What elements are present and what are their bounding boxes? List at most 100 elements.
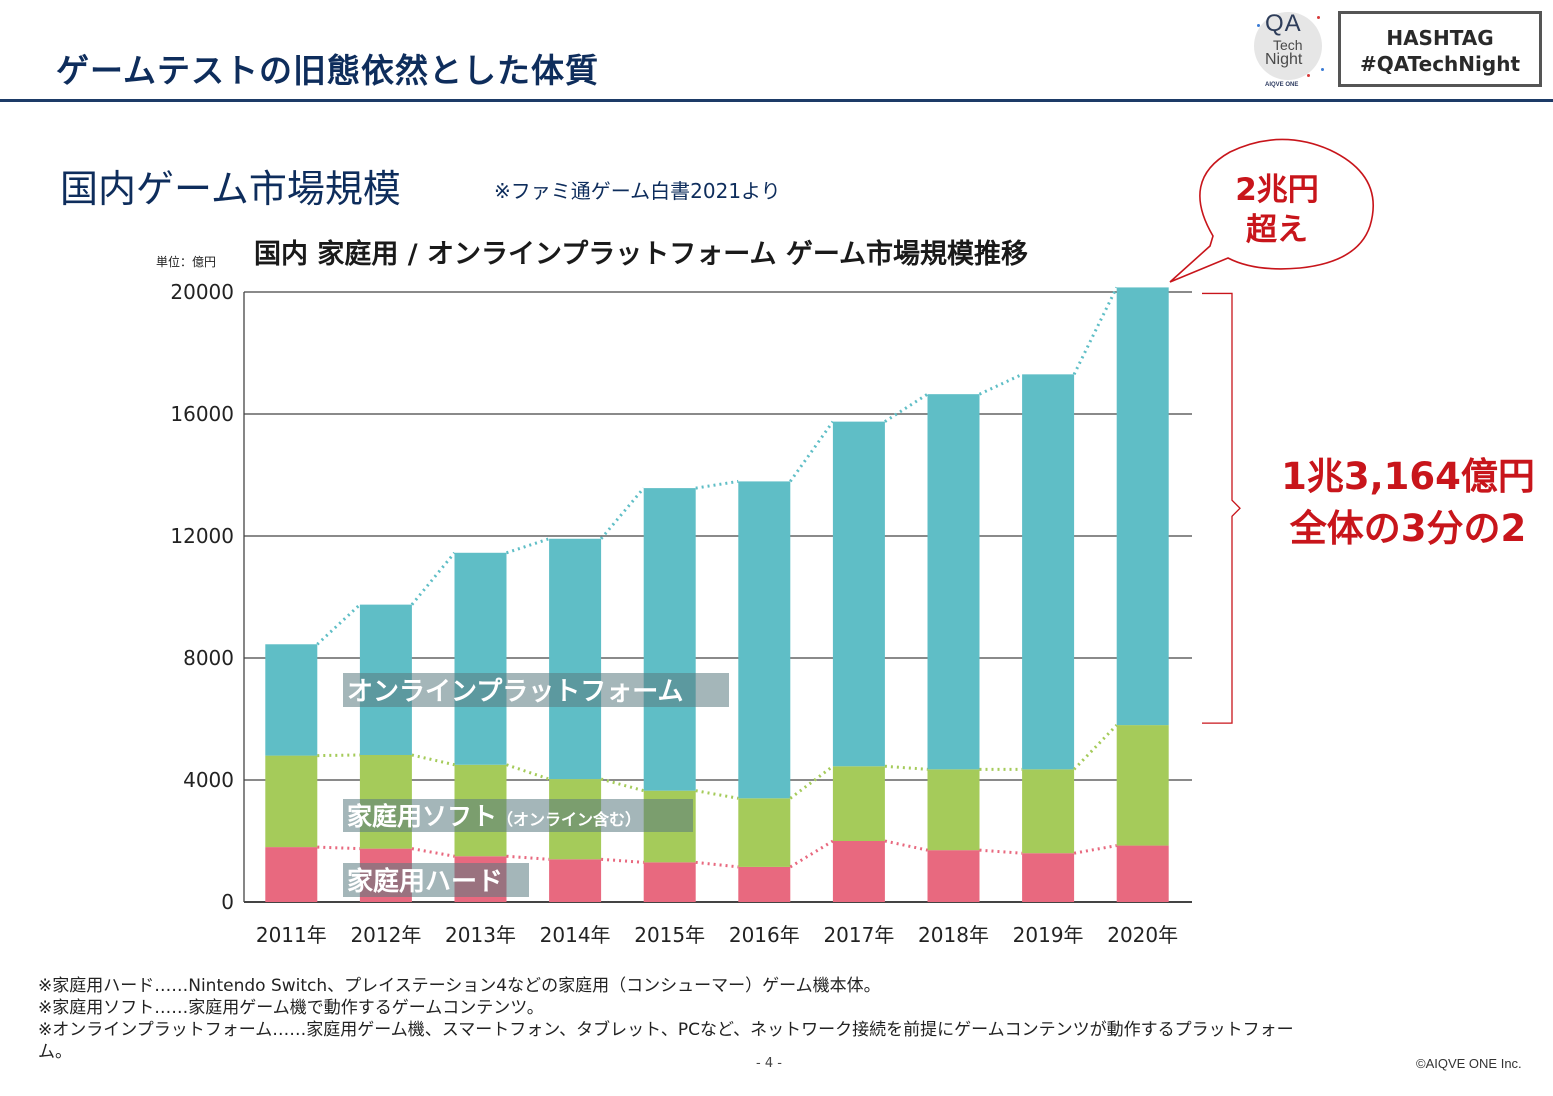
- series-connector: [789, 420, 835, 483]
- speech-bubble-icon: [1169, 138, 1374, 283]
- series-label-bg: [343, 799, 693, 832]
- series-label-suffix: （オンライン含む）: [497, 810, 641, 829]
- x-tick-label: 2014年: [540, 923, 611, 947]
- logo-text-night: Night: [1265, 51, 1303, 68]
- bar-segment: [1022, 374, 1075, 770]
- footnote-online-cont: ム。: [38, 1042, 72, 1062]
- y-tick-label: 16000: [170, 402, 234, 426]
- copyright: ©AIQVE ONE Inc.: [1416, 1056, 1522, 1071]
- title-divider: [0, 99, 1553, 102]
- series-connector: [884, 392, 929, 423]
- series-connector: [411, 847, 455, 858]
- series-connector: [600, 857, 644, 864]
- qa-tech-night-logo: QA Tech Night AIQVE ONE: [1251, 10, 1333, 92]
- x-tick-label: 2016年: [729, 923, 800, 947]
- series-connector: [884, 764, 928, 771]
- x-tick-label: 2012年: [350, 923, 421, 947]
- bar-segment: [738, 798, 791, 867]
- hashtag-box: HASHTAG #QATechNight: [1338, 11, 1542, 87]
- y-tick-label: 4000: [183, 768, 234, 792]
- hashtag-value: #QATechNight: [1359, 52, 1521, 76]
- y-tick-label: 0: [221, 890, 234, 914]
- chart-title: 国内 家庭用 / オンラインプラットフォーム ゲーム市場規模推移: [254, 239, 1029, 270]
- bar-segment: [1116, 287, 1169, 726]
- x-tick-label: 2017年: [823, 923, 894, 947]
- bubble-text-line2: 超え: [1246, 212, 1308, 248]
- x-tick-label: 2020年: [1107, 923, 1178, 947]
- footnote-hardware: ※家庭用ハード……Nintendo Switch、プレイステーション4などの家庭…: [38, 976, 881, 996]
- series-connector: [410, 551, 456, 606]
- logo-text-tech: Tech: [1273, 37, 1303, 53]
- bar-segment: [549, 859, 602, 902]
- bar-segment: [454, 552, 507, 765]
- bar-segment: [1116, 725, 1169, 846]
- slide-title: ゲームテストの旧態依然とした体質: [56, 51, 600, 90]
- bar-segment: [927, 850, 980, 902]
- x-tick-label: 2019年: [1013, 923, 1084, 947]
- section-title: 国内ゲーム市場規模: [60, 167, 401, 211]
- chart-unit-label: 単位：億円: [156, 255, 217, 269]
- brace-annotation-line1: 1兆3,164億円: [1281, 455, 1535, 498]
- bar-segment: [643, 862, 696, 902]
- logo-background-icon: [1254, 12, 1322, 80]
- bar-segment: [832, 421, 885, 767]
- y-tick-label: 12000: [170, 524, 234, 548]
- series-connector: [789, 765, 834, 800]
- logo-dot-icon: [1257, 24, 1260, 27]
- x-tick-label: 2011年: [256, 923, 327, 947]
- y-tick-label: 20000: [170, 280, 234, 304]
- bar-segment: [832, 841, 885, 902]
- bar-segment: [549, 538, 602, 780]
- series-connector: [1072, 286, 1119, 376]
- series-connector: [695, 479, 739, 490]
- y-tick-label: 8000: [183, 646, 234, 670]
- series-connector: [317, 845, 360, 851]
- series-label: 家庭用ハード: [347, 866, 503, 897]
- bar-segment: [927, 394, 980, 770]
- logo-text-qa: QA: [1265, 10, 1302, 37]
- footnote-software: ※家庭用ソフト……家庭用ゲーム機で動作するゲームコンテンツ。: [38, 998, 544, 1018]
- bar-segment: [738, 481, 791, 799]
- brace-icon: [1202, 292, 1241, 724]
- series-connector: [1073, 844, 1117, 855]
- bar-segment: [832, 766, 885, 841]
- series-connector: [978, 372, 1023, 396]
- bar-segment: [265, 644, 318, 756]
- series-connector: [1073, 724, 1118, 771]
- x-tick-label: 2015年: [634, 923, 705, 947]
- logo-text-sub: AIQVE ONE: [1265, 82, 1299, 88]
- series-connector: [599, 487, 645, 540]
- series-connector: [979, 848, 1023, 855]
- bar-segment: [1022, 769, 1075, 854]
- footnotes: ※家庭用ハード……Nintendo Switch、プレイステーション4などの家庭…: [38, 975, 1508, 1063]
- page-number: - 4 -: [756, 1056, 782, 1071]
- series-label-bg: [343, 863, 529, 897]
- series-connector: [506, 763, 550, 781]
- logo-dot-icon: [1307, 74, 1310, 77]
- logo-dot-icon: [1317, 16, 1320, 19]
- series-connector: [317, 753, 360, 758]
- series-connector: [316, 603, 361, 646]
- series-connector: [506, 854, 550, 861]
- brace-annotation-line2: 全体の3分の2: [1289, 507, 1527, 550]
- series-connector: [884, 839, 928, 852]
- bar-segment: [1022, 853, 1075, 902]
- section-source-note: ※ファミ通ゲーム白書2021より: [494, 179, 781, 203]
- series-connector: [600, 777, 645, 793]
- bar-segment: [738, 866, 791, 902]
- hashtag-label: HASHTAG: [1386, 26, 1494, 50]
- bar-segment: [643, 488, 696, 791]
- x-tick-label: 2013年: [445, 923, 516, 947]
- series-label-bg: [343, 673, 729, 707]
- series-connector: [506, 537, 550, 555]
- bubble-text-line1: 2兆円: [1235, 172, 1319, 208]
- bar-segment: [265, 847, 318, 902]
- series-connector: [695, 789, 739, 800]
- series-label: オンラインプラットフォーム: [347, 677, 683, 707]
- bar-segment: [1116, 845, 1169, 902]
- logo-dot-icon: [1321, 68, 1324, 71]
- bar-segment: [265, 755, 318, 848]
- footnote-online: ※オンラインプラットフォーム……家庭用ゲーム機、スマートフォン、タブレット、PC…: [38, 1020, 1294, 1040]
- series-connector: [695, 860, 739, 869]
